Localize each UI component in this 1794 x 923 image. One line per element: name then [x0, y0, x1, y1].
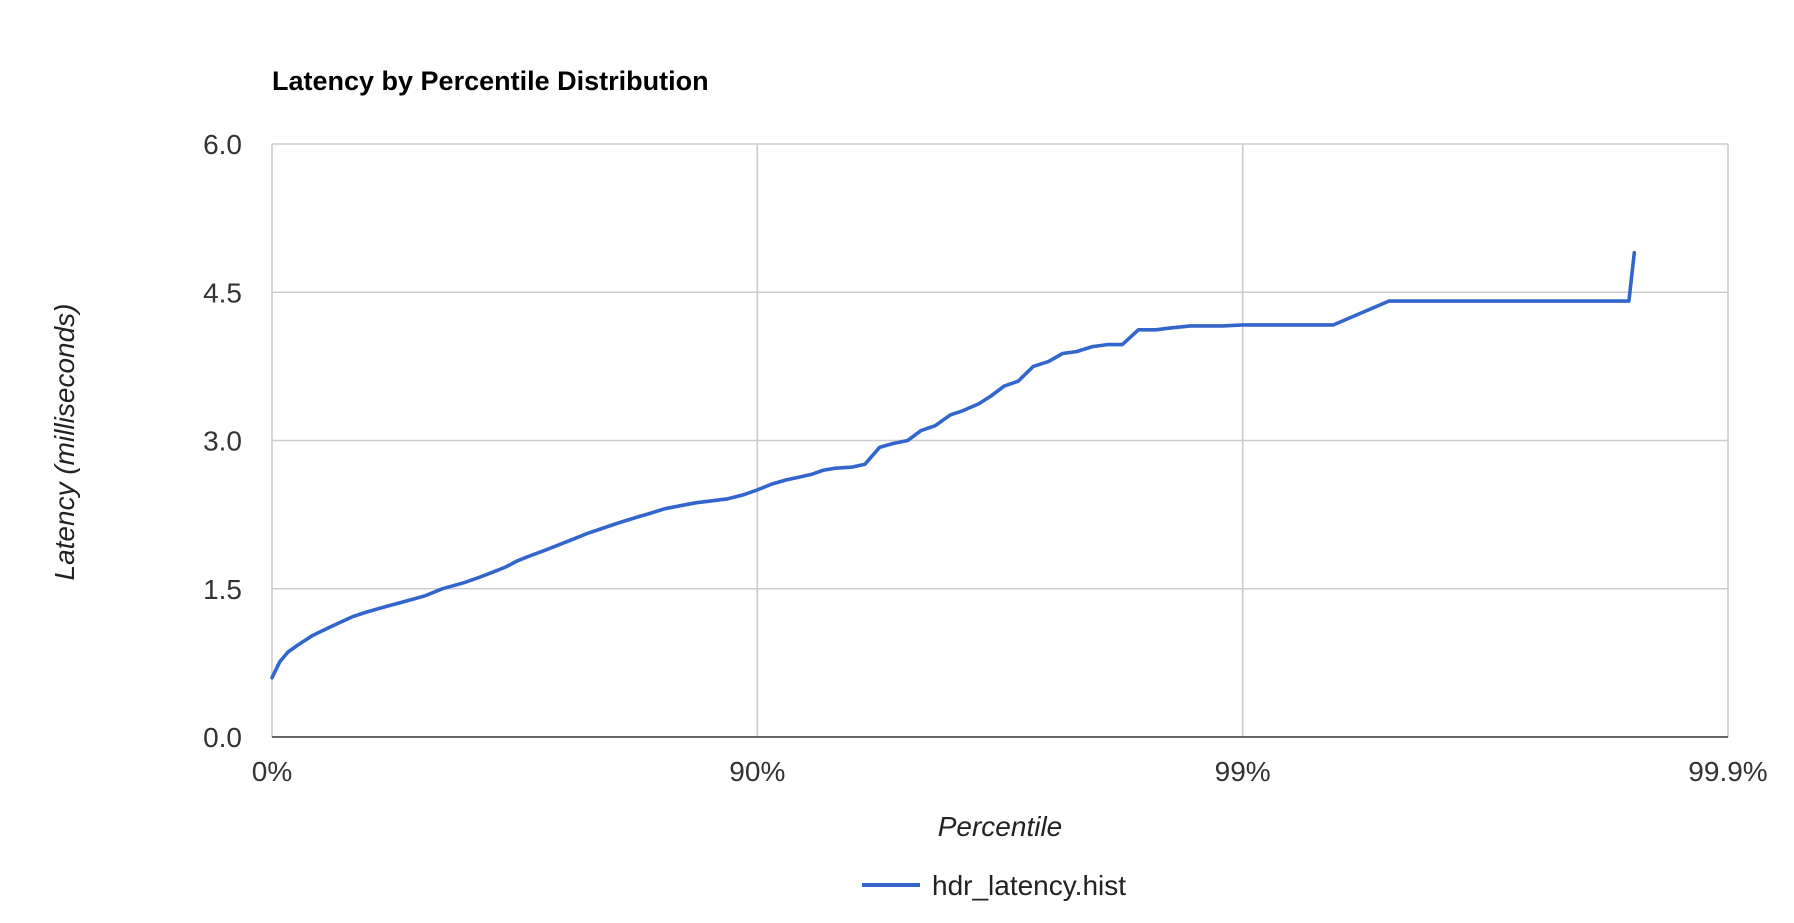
y-axis-title: Latency (milliseconds) [49, 304, 80, 581]
y-tick-label: 0.0 [203, 722, 242, 753]
chart-title: Latency by Percentile Distribution [272, 66, 709, 96]
x-tick-label: 90% [729, 756, 785, 787]
x-axis-title: Percentile [938, 811, 1063, 842]
y-tick-label: 3.0 [203, 426, 242, 457]
x-tick-label: 99.9% [1688, 756, 1767, 787]
y-axis-tick-labels: 0.0 1.5 3.0 4.5 6.0 [203, 129, 242, 753]
legend-label: hdr_latency.hist [932, 870, 1126, 901]
x-tick-label: 99% [1215, 756, 1271, 787]
legend[interactable]: hdr_latency.hist [862, 870, 1126, 901]
series-layer [270, 250, 1637, 680]
series-line[interactable] [270, 250, 1637, 680]
x-axis-tick-labels: 0% 90% 99% 99.9% [252, 756, 1768, 787]
y-tick-label: 4.5 [203, 277, 242, 308]
gridlines [271, 143, 1729, 737]
y-tick-label: 1.5 [203, 574, 242, 605]
x-tick-label: 0% [252, 756, 292, 787]
y-tick-label: 6.0 [203, 129, 242, 160]
